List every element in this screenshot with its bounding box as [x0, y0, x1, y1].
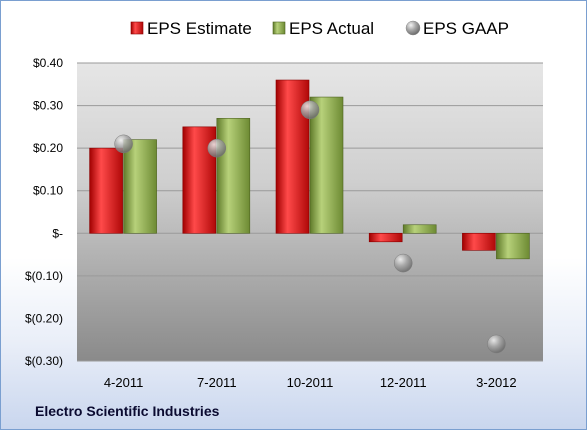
legend-swatch-1	[272, 21, 286, 35]
x-tick-label: 10-2011	[287, 375, 334, 390]
gaap-point-4-2011	[114, 134, 133, 154]
legend: EPS Estimate EPS Actual EPS GAAP	[130, 19, 509, 38]
legend-swatch-0	[130, 21, 144, 35]
estimate-bar-12-2011	[368, 232, 403, 243]
gaap-points	[114, 100, 506, 354]
legend-swatch-2	[405, 20, 421, 36]
y-axis-ticks: $0.40 $0.30 $0.20 $0.10 $- $(0.10) $(0.20) $(0.…	[25, 56, 63, 368]
legend-label: EPS Estimate	[147, 19, 252, 38]
x-tick-label: 3-2012	[476, 375, 516, 390]
actual-bar-4-2011	[123, 139, 157, 234]
y-tick-label: $-	[52, 226, 63, 240]
legend-label: EPS Actual	[289, 19, 374, 38]
estimate-bar-3-2012	[462, 232, 496, 251]
legend-label: EPS GAAP	[423, 19, 509, 38]
x-tick-label: 7-2011	[197, 375, 237, 390]
y-tick-label: $0.10	[33, 184, 63, 198]
y-tick-label: $(0.20)	[25, 311, 63, 325]
gaap-point-3-2012	[487, 334, 506, 354]
company-name: Electro Scientific Industries	[35, 403, 220, 419]
gaap-point-10-2011	[300, 100, 320, 120]
x-tick-label: 12-2011	[380, 375, 427, 390]
estimate-bar-4-2011	[89, 147, 123, 234]
gaap-point-12-2011	[393, 253, 413, 273]
gaap-point-7-2011	[207, 138, 227, 158]
actual-bar-12-2011	[402, 224, 437, 234]
y-tick-label: $0.20	[33, 141, 63, 155]
y-tick-label: $0.30	[33, 99, 63, 113]
x-tick-label: 4-2011	[104, 375, 144, 390]
y-tick-label: $(0.30)	[25, 354, 63, 368]
actual-bar-3-2012	[496, 232, 530, 260]
y-tick-label: $0.40	[33, 56, 63, 70]
actual-bar-7-2011	[216, 118, 251, 234]
y-tick-label: $(0.10)	[25, 269, 63, 283]
actual-bar-10-2011	[309, 96, 344, 234]
x-axis-ticks: 4-2011 7-2011 10-2011 12-2011 3-2012	[104, 375, 517, 390]
